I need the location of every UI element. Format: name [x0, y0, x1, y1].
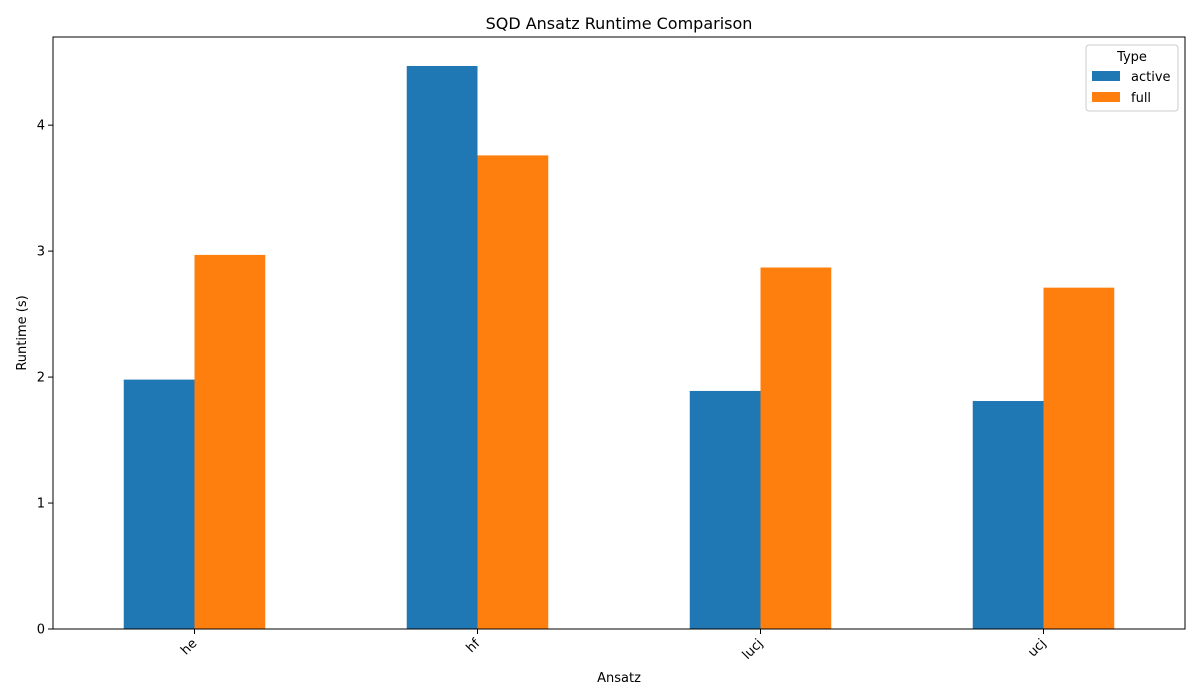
- x-axis-label: Ansatz: [597, 671, 641, 686]
- legend-label-active: active: [1131, 70, 1171, 85]
- bar-active-he: [123, 379, 195, 629]
- y-tick-label-3: 3: [37, 245, 45, 260]
- y-axis-label: Runtime (s): [15, 295, 30, 370]
- legend-title: Type: [1116, 50, 1147, 65]
- legend-swatch-active: [1092, 71, 1120, 81]
- y-tick-label-4: 4: [37, 119, 45, 134]
- legend-swatch-full: [1092, 92, 1120, 102]
- bar-active-ucj: [972, 401, 1044, 629]
- bars-group: [123, 65, 1115, 630]
- y-tick-label-2: 2: [37, 371, 45, 386]
- legend-label-full: full: [1131, 91, 1151, 106]
- y-tick-label-0: 0: [37, 623, 45, 638]
- bar-full-lucj: [760, 267, 832, 629]
- chart-title: SQD Ansatz Runtime Comparison: [486, 14, 753, 33]
- bar-full-hf: [477, 155, 549, 629]
- legend: Type active full: [1085, 44, 1179, 112]
- y-tick-label-1: 1: [37, 497, 45, 512]
- plot-frame: [52, 36, 1186, 630]
- y-axis: 0 1 2 3 4: [37, 119, 53, 638]
- bar-full-ucj: [1043, 287, 1115, 629]
- bar-active-lucj: [689, 390, 761, 629]
- bar-full-he: [194, 254, 266, 630]
- bar-active-hf: [406, 65, 478, 629]
